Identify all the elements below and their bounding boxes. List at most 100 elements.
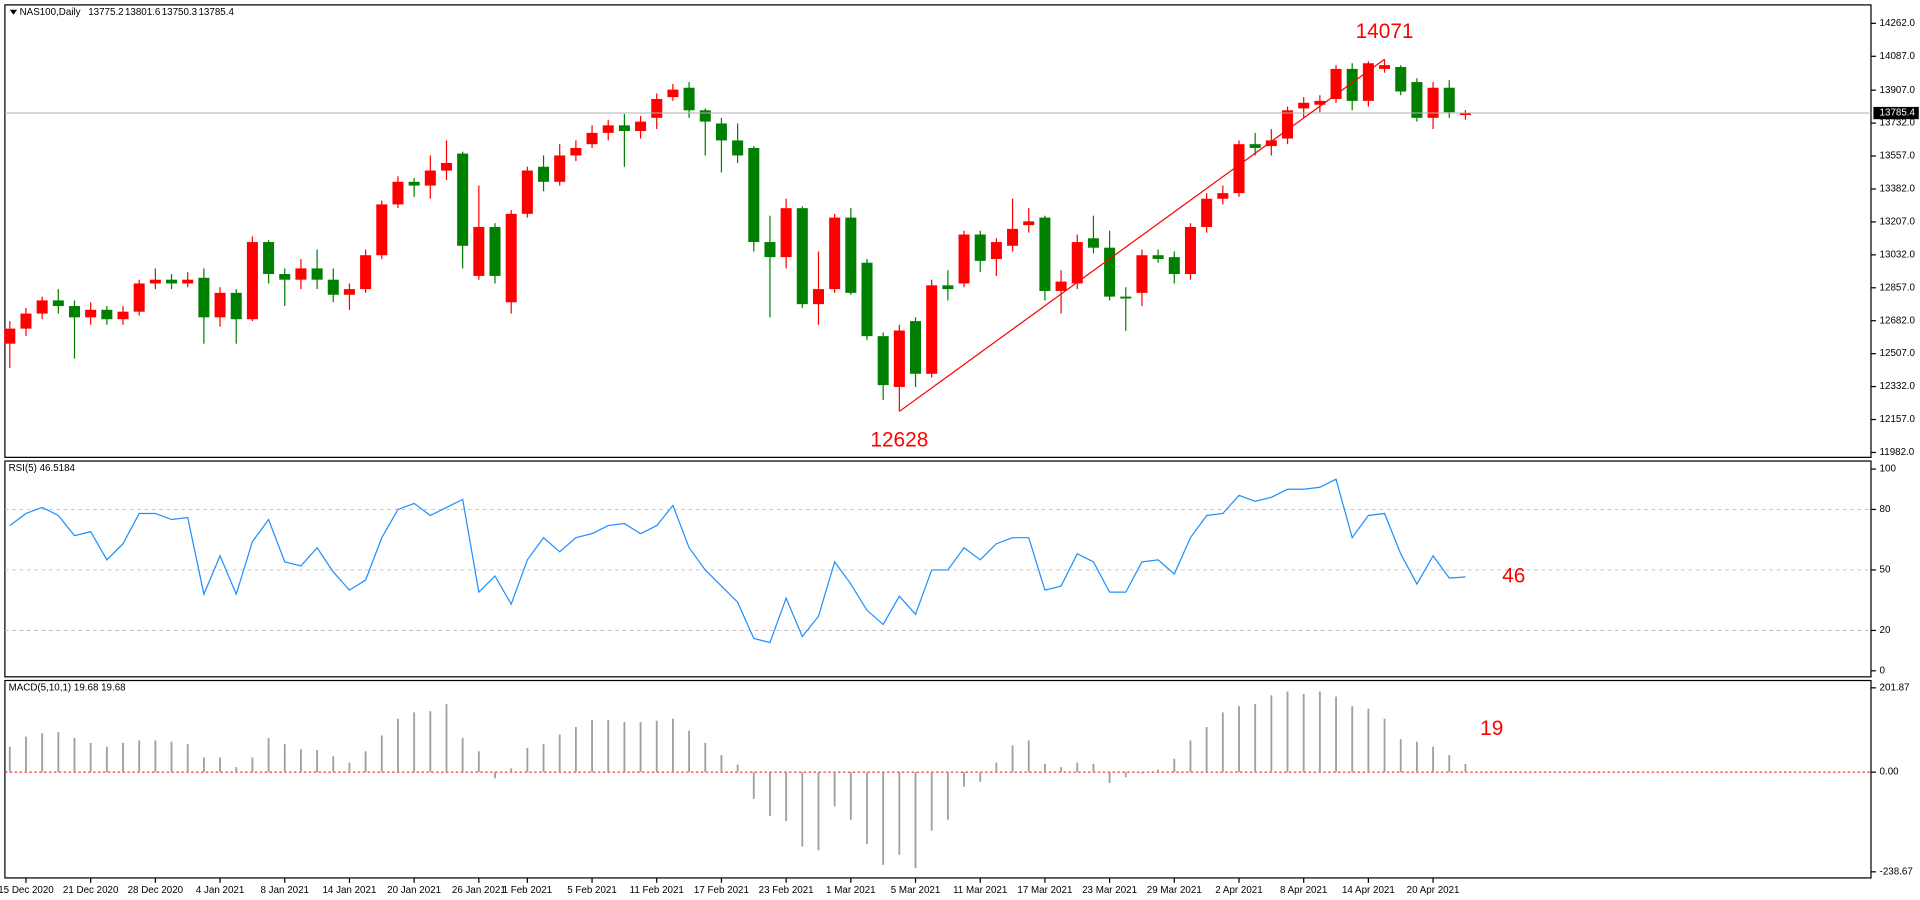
macd-bar	[607, 719, 610, 773]
y-tick-label: 20	[1880, 625, 1891, 636]
candle-body	[651, 99, 663, 118]
candle-body	[990, 242, 1002, 259]
y-tick-label: 13557.0	[1880, 151, 1916, 162]
candle-body	[4, 328, 16, 344]
x-tick-label: 21 Dec 2020	[63, 885, 119, 896]
macd-bar	[170, 741, 173, 773]
candle-body	[910, 321, 922, 374]
macd-bar	[688, 730, 691, 773]
macd-bar	[413, 712, 416, 773]
macd-bar	[1173, 758, 1176, 773]
candle-body	[1459, 113, 1471, 115]
x-tick-label: 15 Dec 2020	[0, 885, 54, 896]
candle-body	[149, 279, 161, 284]
macd-bar	[720, 755, 723, 773]
x-tick-label: 8 Apr 2021	[1280, 885, 1327, 896]
y-tick-label: 12682.0	[1880, 315, 1916, 326]
macd-bar	[105, 746, 108, 773]
macd-bar	[1318, 691, 1321, 773]
macd-bar	[1060, 767, 1063, 773]
macd-bar	[995, 762, 998, 773]
macd-bar	[1254, 704, 1257, 773]
candle-body	[554, 155, 566, 182]
candle-body	[667, 89, 679, 98]
macd-bar	[1399, 739, 1402, 773]
panel-title: RSI(5) 46.5184	[9, 463, 76, 474]
x-tick-label: 5 Mar 2021	[891, 885, 941, 896]
x-tick-label: 29 Mar 2021	[1147, 885, 1202, 896]
macd-bar	[219, 757, 221, 773]
macd-bar	[866, 772, 868, 844]
candle-body	[246, 242, 258, 320]
header-high: 13801.6	[125, 7, 161, 18]
candle-body	[926, 285, 938, 374]
macd-bar	[1464, 763, 1467, 773]
candle-body	[1282, 110, 1294, 139]
x-tick-label: 17 Mar 2021	[1017, 885, 1072, 896]
x-tick-label: 23 Mar 2021	[1082, 885, 1137, 896]
candle-body	[1039, 217, 1051, 291]
macd-bar	[1092, 763, 1095, 773]
y-tick-label: 80	[1880, 504, 1891, 515]
macd-bar	[202, 757, 205, 773]
macd-bar	[154, 740, 157, 773]
macd-bar	[251, 757, 254, 773]
candle-body	[52, 300, 64, 307]
macd-bar	[429, 711, 432, 773]
macd-bar	[1124, 772, 1127, 778]
macd-bar	[882, 772, 885, 865]
candle-body	[343, 289, 355, 295]
candle-body	[408, 181, 420, 186]
macd-bar	[801, 772, 804, 847]
y-tick-label: 12332.0	[1880, 381, 1916, 392]
candle-body	[20, 313, 32, 329]
x-tick-label: 20 Apr 2021	[1407, 885, 1460, 896]
macd-bar	[704, 742, 707, 773]
macd-bar	[1141, 772, 1143, 774]
header-low: 13750.3	[162, 7, 198, 18]
candle-body	[182, 279, 194, 284]
macd-bar	[73, 737, 76, 773]
y-tick-label: 13382.0	[1880, 184, 1916, 195]
candle-body	[683, 87, 695, 111]
macd-bar	[510, 768, 513, 773]
x-tick-label: 26 Jan 2021	[452, 885, 506, 896]
candle-body	[602, 125, 614, 133]
rsi-line	[9, 478, 1466, 644]
rsi-panel	[4, 460, 1872, 678]
candle-body	[85, 309, 97, 318]
x-tick-label: 14 Apr 2021	[1342, 885, 1395, 896]
candle-body	[295, 268, 307, 280]
x-tick-label: 5 Feb 2021	[567, 885, 617, 896]
y-tick-label: 0.00	[1880, 767, 1900, 778]
candle-body	[893, 330, 905, 387]
candle-body	[230, 292, 242, 320]
macd-bar	[122, 742, 124, 773]
panel-title: NAS100,Daily	[20, 7, 81, 18]
macd-bar	[542, 744, 545, 773]
macd-bar	[930, 772, 933, 831]
x-tick-label: 17 Feb 2021	[694, 885, 749, 896]
candle-body	[1217, 193, 1229, 199]
candle-body	[812, 289, 824, 305]
candle-body	[1087, 238, 1099, 248]
macd-bar	[1383, 718, 1386, 773]
macd-bar	[849, 772, 852, 820]
x-tick-label: 1 Mar 2021	[826, 885, 876, 896]
candle-body	[1104, 247, 1116, 297]
macd-bar	[332, 756, 335, 773]
macd-bar	[25, 736, 27, 773]
macd-bar	[477, 751, 480, 773]
candle-body	[263, 242, 275, 275]
candle-body	[1443, 87, 1455, 113]
candle-body	[505, 213, 517, 303]
candle-body	[1136, 255, 1148, 293]
macd-bar	[300, 749, 302, 773]
macd-bar	[1448, 755, 1451, 773]
macd-bar	[979, 772, 982, 782]
candle-body	[748, 147, 760, 243]
menu-arrow[interactable]	[9, 9, 18, 15]
macd-bar	[963, 772, 965, 787]
